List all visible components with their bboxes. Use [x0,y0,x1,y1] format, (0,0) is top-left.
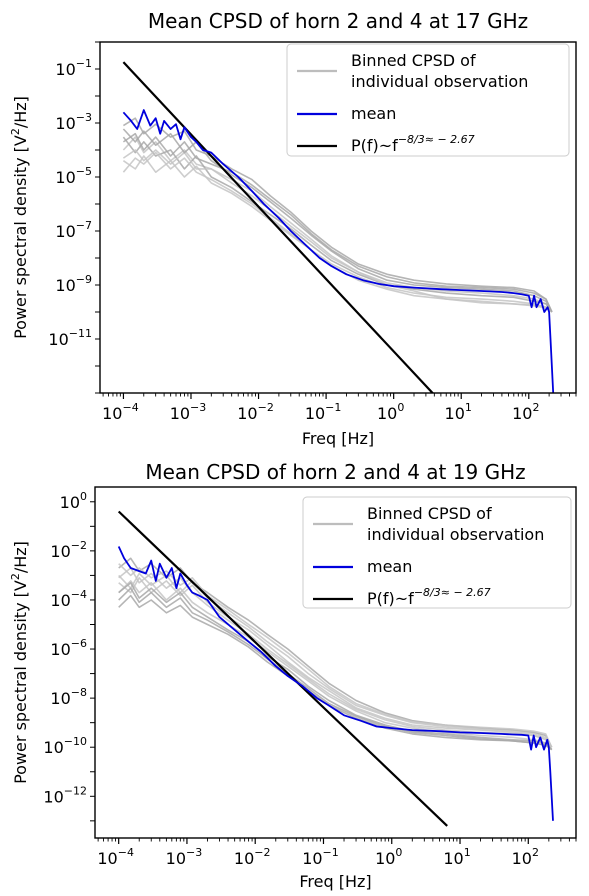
observation-line [122,155,553,313]
legend-box [286,43,570,157]
plot-area [117,510,554,827]
legend-label: individual observation [351,72,528,91]
observation-line [118,594,553,751]
plot-area [122,61,555,393]
axes-frame [94,486,577,839]
legend-label: mean [367,557,412,576]
x-tick-label: 101 [445,401,472,423]
observation-line [122,128,553,313]
observation-line [122,117,553,313]
y-tick-label: 10−4 [50,588,87,610]
chart-17ghz: Mean CPSD of horn 2 and 4 at 17 GHz 10−4 1… [9,9,577,448]
x-axis-label: Freq [Hz] [299,872,371,891]
x-tick-label: 10−2 [237,401,274,423]
x-tick-label: 10−3 [170,401,207,423]
mean-line [117,546,554,821]
legend-label: Binned CPSD of [351,51,476,70]
y-axis-label: Power spectral density [V2/Hz] [9,96,30,339]
legend-label: P(f)~f−8/3≈ − 2.67 [367,586,491,608]
x-tick-label: 102 [512,401,539,423]
legend-label: Binned CPSD of [367,504,492,523]
y-tick-label: 10−1 [55,57,92,79]
x-tick-label: 101 [443,846,470,868]
y-tick-label: 10−7 [55,219,92,241]
chart-19ghz: Mean CPSD of horn 2 and 4 at 19 GHz 10−4 1… [9,460,577,891]
observation-line [118,563,553,748]
x-tick-label: 10−1 [302,846,339,868]
power-law-line [122,61,435,393]
y-tick-label: 10−3 [55,111,92,133]
observation-line [118,572,553,748]
power-law-line [117,510,448,827]
observation-line [118,587,553,751]
x-tick-label: 100 [377,401,404,423]
y-tick-label: 10−10 [43,735,87,757]
legend-label: individual observation [367,525,544,544]
x-tick-label: 10−4 [97,846,134,868]
x-tick-label: 10−1 [305,401,342,423]
y-tick-label: 10−12 [43,784,87,806]
observation-line [122,132,553,313]
legend-label: P(f)~f−8/3≈ − 2.67 [351,133,475,155]
x-tick-label: 10−4 [102,401,139,423]
y-tick-label: 100 [60,490,87,512]
x-tick-label: 10−3 [166,846,203,868]
observation-line [118,576,553,751]
observation-line [122,136,553,313]
legend-box [302,496,572,609]
x-tick-label: 102 [512,846,539,868]
observation-line [122,136,553,313]
axes-frame [99,41,577,394]
observation-line [122,151,553,313]
legend: Binned CPSD of individual observation mean… [302,496,572,609]
y-tick-label: 10−8 [50,686,87,708]
chart-title: Mean CPSD of horn 2 and 4 at 19 GHz [145,460,525,484]
legend: Binned CPSD of individual observation mean… [286,43,570,157]
mean-line [122,109,555,393]
observation-line [118,580,553,751]
y-tick-label: 10−2 [50,539,87,561]
y-tick-label: 10−11 [48,327,92,349]
x-tick-label: 10−2 [234,846,271,868]
y-axis-label: Power spectral density [V2/Hz] [9,541,30,784]
y-tick-label: 10−5 [55,165,92,187]
legend-label: mean [351,104,396,123]
y-tick-label: 10−9 [55,273,92,295]
y-tick-label: 10−6 [50,637,87,659]
observation-line [122,149,553,313]
observation-line [118,581,553,751]
chart-title: Mean CPSD of horn 2 and 4 at 17 GHz [148,9,528,33]
x-tick-label: 100 [375,846,402,868]
x-axis-label: Freq [Hz] [302,429,374,448]
